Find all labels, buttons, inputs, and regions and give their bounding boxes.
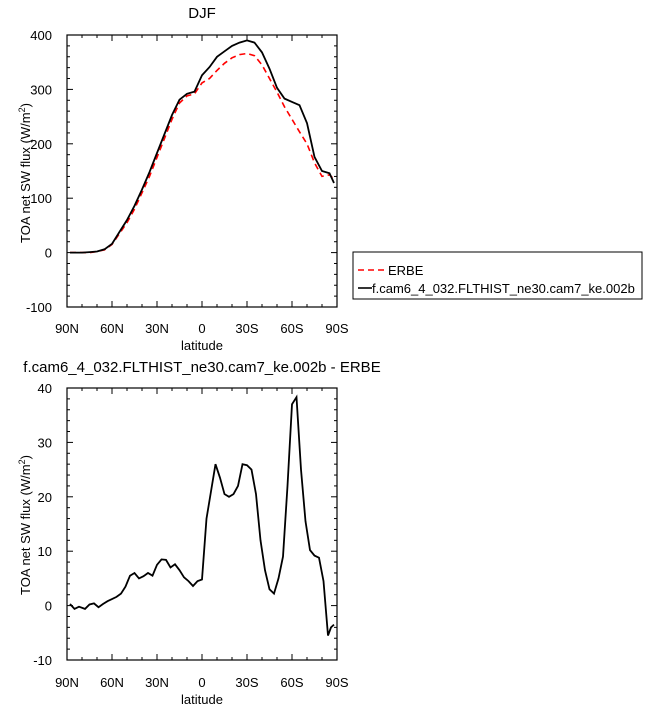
top-x-tick-label-90s: 90S (325, 321, 348, 336)
top-x-tick-label-90n: 90N (55, 321, 79, 336)
bottom-y-tick-label-minus10: -10 (33, 653, 52, 668)
bottom-x-tick-label-60n: 60N (100, 675, 124, 690)
bottom-chart-frame (66, 387, 338, 661)
top-y-tick-label-minus100: -100 (26, 300, 52, 315)
top-y-tick-label-100: 100 (30, 191, 52, 206)
bottom-x-tick-label-30n: 30N (145, 675, 169, 690)
top-chart-xlabel: latitude (181, 338, 223, 353)
bottom-chart-ylabel: TOA net SW flux (W/m2) (17, 455, 33, 595)
top-x-tick-label-0: 0 (198, 321, 205, 336)
top-y-tick-label-400: 400 (30, 28, 52, 43)
bottom-chart-ylabel-close: ) (18, 455, 33, 459)
top-chart-ylabel-close: ) (18, 103, 33, 107)
top-series-model-line (70, 39, 335, 254)
bottom-y-tick-label-20: 20 (38, 490, 52, 505)
bottom-chart-ylabel-sup: 2 (17, 459, 27, 464)
bottom-chart-panel: f.cam6_4_032.FLTHIST_ne30.cam7_ke.002b -… (17, 359, 381, 707)
legend: ERBE f.cam6_4_032.FLTHIST_ne30.cam7_ke.0… (352, 251, 643, 300)
top-series-erbe-line (70, 52, 335, 254)
bottom-chart-y-tick-labels: -10 0 10 20 30 40 (33, 381, 52, 668)
top-chart-frame (66, 34, 338, 308)
top-x-tick-label-30s: 30S (235, 321, 258, 336)
top-chart-ylabel-sup: 2 (17, 107, 27, 112)
top-chart-title: DJF (188, 5, 216, 22)
top-y-tick-label-0: 0 (45, 246, 52, 261)
bottom-chart-ylabel-text: TOA net SW flux (W/m (18, 464, 33, 595)
bottom-x-tick-label-90s: 90S (325, 675, 348, 690)
bottom-chart-xlabel: latitude (181, 692, 223, 707)
top-chart-y-tick-labels: -100 0 100 200 300 400 (26, 28, 52, 315)
top-chart-x-tick-labels: 90N 60N 30N 0 30S 60S 90S (55, 321, 349, 336)
bottom-y-tick-label-10: 10 (38, 544, 52, 559)
bottom-y-tick-label-30: 30 (38, 435, 52, 450)
top-chart-ylabel-text: TOA net SW flux (W/m (18, 112, 33, 243)
bottom-chart-x-tick-labels: 90N 60N 30N 0 30S 60S 90S (55, 675, 349, 690)
top-chart-panel: DJF TOA net SW flux (W/m2) latitude 90N … (17, 5, 349, 353)
bottom-x-tick-label-90n: 90N (55, 675, 79, 690)
bottom-y-tick-label-40: 40 (38, 381, 52, 396)
bottom-y-tick-label-0: 0 (45, 599, 52, 614)
bottom-x-tick-label-60s: 60S (280, 675, 303, 690)
top-y-tick-label-300: 300 (30, 82, 52, 97)
top-x-tick-label-60n: 60N (100, 321, 124, 336)
top-x-tick-label-60s: 60S (280, 321, 303, 336)
bottom-x-tick-label-30s: 30S (235, 675, 258, 690)
legend-model-label: f.cam6_4_032.FLTHIST_ne30.cam7_ke.002b (372, 281, 635, 296)
bottom-chart-tick-marks (66, 387, 338, 661)
bottom-x-tick-label-0: 0 (198, 675, 205, 690)
legend-erbe-label: ERBE (388, 263, 424, 278)
bottom-chart-title: f.cam6_4_032.FLTHIST_ne30.cam7_ke.002b -… (23, 359, 380, 376)
top-y-tick-label-200: 200 (30, 137, 52, 152)
legend-box (352, 251, 643, 300)
svg-text:TOA net SW flux (W/m2): TOA net SW flux (W/m2) (17, 103, 33, 243)
bottom-series-difference-line (69, 394, 335, 636)
svg-text:TOA net SW flux (W/m2): TOA net SW flux (W/m2) (17, 455, 33, 595)
top-chart-ylabel: TOA net SW flux (W/m2) (17, 103, 33, 243)
top-x-tick-label-30n: 30N (145, 321, 169, 336)
